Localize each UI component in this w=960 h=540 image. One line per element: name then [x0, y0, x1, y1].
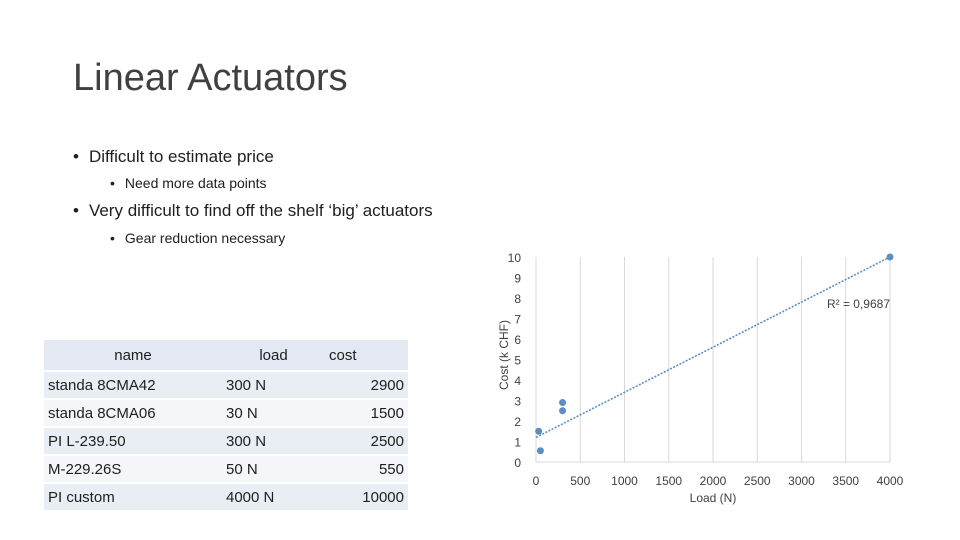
header-load: load: [222, 340, 325, 370]
data-point: [886, 253, 894, 261]
cell-load: 4000 N: [222, 484, 325, 510]
y-tick-label: 7: [514, 313, 521, 327]
sub-bullet-1-text: Need more data points: [124, 175, 267, 191]
cell-load: 30 N: [222, 400, 325, 426]
table-row: standa 8CMA42 300 N 2900: [44, 372, 408, 398]
data-point: [559, 399, 567, 407]
y-tick-label: 5: [514, 354, 521, 368]
header-cost: cost: [325, 340, 408, 370]
x-axis-title: Load (N): [690, 491, 737, 505]
cell-load: 300 N: [222, 428, 325, 454]
y-tick-label: 1: [514, 436, 521, 450]
sub-bullet-2: • Gear reduction necessary: [110, 230, 285, 246]
y-tick-label: 2: [514, 415, 521, 429]
table-header-row: name load cost: [44, 340, 408, 370]
bullet-1: • Difficult to estimate price: [73, 147, 274, 167]
data-point: [535, 427, 543, 435]
cell-name: M-229.26S: [44, 456, 222, 482]
cell-cost: 1500: [325, 400, 408, 426]
x-tick-label: 4000: [877, 474, 904, 488]
y-tick-label: 9: [514, 272, 521, 286]
x-tick-label: 1000: [611, 474, 638, 488]
table-row: M-229.26S 50 N 550: [44, 456, 408, 482]
bullet-2: • Very difficult to find off the shelf ‘b…: [73, 201, 433, 221]
x-tick-label: 2500: [744, 474, 771, 488]
x-tick-label: 1500: [655, 474, 682, 488]
data-point: [536, 447, 544, 455]
y-tick-label: 4: [514, 374, 521, 388]
x-tick-label: 2000: [700, 474, 727, 488]
bullet-dot-icon: •: [73, 147, 79, 166]
sub-bullet-2-text: Gear reduction necessary: [124, 230, 286, 246]
cell-cost: 2900: [325, 372, 408, 398]
x-tick-label: 500: [570, 474, 590, 488]
actuator-table: name load cost standa 8CMA42 300 N 2900 …: [44, 338, 408, 512]
cell-cost: 10000: [325, 484, 408, 510]
r-squared-label: R² = 0,9687: [827, 297, 890, 311]
cell-name: PI custom: [44, 484, 222, 510]
table-row: PI custom 4000 N 10000: [44, 484, 408, 510]
y-tick-label: 8: [514, 292, 521, 306]
cell-name: PI L-239.50: [44, 428, 222, 454]
x-tick-label: 3500: [832, 474, 859, 488]
cell-load: 300 N: [222, 372, 325, 398]
bullet-dot-icon: •: [110, 230, 115, 246]
cell-load: 50 N: [222, 456, 325, 482]
y-tick-label: 6: [514, 333, 521, 347]
sub-bullet-1: • Need more data points: [110, 175, 267, 191]
y-tick-label: 0: [514, 456, 521, 470]
bullet-1-text: Difficult to estimate price: [88, 147, 274, 166]
bullet-dot-icon: •: [110, 175, 115, 191]
table-row: standa 8CMA06 30 N 1500: [44, 400, 408, 426]
cell-name: standa 8CMA42: [44, 372, 222, 398]
x-tick-label: 0: [533, 474, 540, 488]
cell-name: standa 8CMA06: [44, 400, 222, 426]
y-axis-title: Cost (k CHF): [497, 320, 511, 390]
header-name: name: [44, 340, 222, 370]
y-tick-label: 10: [508, 251, 522, 265]
slide-title: Linear Actuators: [73, 57, 348, 99]
table-row: PI L-239.50 300 N 2500: [44, 428, 408, 454]
bullet-dot-icon: •: [73, 201, 79, 220]
y-tick-label: 3: [514, 395, 521, 409]
data-point: [559, 407, 567, 415]
cell-cost: 550: [325, 456, 408, 482]
cell-cost: 2500: [325, 428, 408, 454]
bullet-2-text: Very difficult to find off the shelf ‘bi…: [88, 201, 433, 220]
x-tick-label: 3000: [788, 474, 815, 488]
